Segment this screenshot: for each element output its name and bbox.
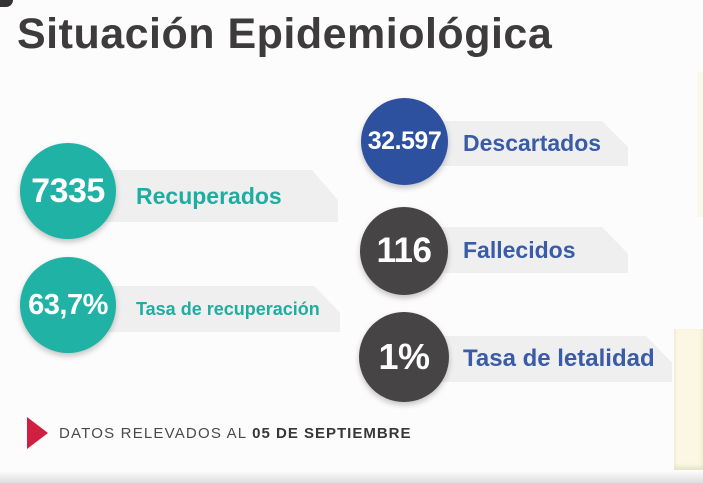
- stat-label-banner: Recuperados: [92, 170, 338, 222]
- bottom-edge-shade: [0, 471, 703, 483]
- footer-text: DATOS RELEVADOS AL 05 DE SEPTIEMBRE: [59, 425, 412, 442]
- right-edge-strip-faint: [697, 72, 703, 217]
- red-play-triangle-icon: [27, 417, 48, 449]
- page-title: Situación Epidemiológica: [17, 10, 553, 58]
- stat-value-circle: 116: [360, 207, 448, 295]
- stat-label: Descartados: [463, 130, 602, 156]
- stat-value-circle: 63,7%: [20, 257, 116, 353]
- stat-label-banner: Tasa de recuperación: [92, 286, 340, 332]
- stat-label-banner: Tasa de letalidad: [428, 336, 672, 382]
- stat-label-banner: Fallecidos: [428, 227, 628, 273]
- footer: DATOS RELEVADOS AL 05 DE SEPTIEMBRE: [27, 415, 412, 451]
- stat-label: Tasa de letalidad: [463, 345, 655, 372]
- footer-date: 05 DE SEPTIEMBRE: [252, 424, 412, 442]
- stat-label-banner: Descartados: [428, 121, 628, 166]
- stat-label: Recuperados: [136, 182, 282, 209]
- stat-value-circle: 1%: [359, 312, 449, 402]
- stat-value-circle: 32.597: [361, 98, 448, 185]
- stat-label: Tasa de recuperación: [136, 298, 320, 319]
- footer-prefix: DATOS RELEVADOS AL: [59, 424, 253, 442]
- corner-artifact: [0, 0, 13, 7]
- stat-value-circle: 7335: [20, 143, 116, 239]
- stat-label: Fallecidos: [463, 236, 576, 263]
- right-edge-strip: [674, 329, 703, 470]
